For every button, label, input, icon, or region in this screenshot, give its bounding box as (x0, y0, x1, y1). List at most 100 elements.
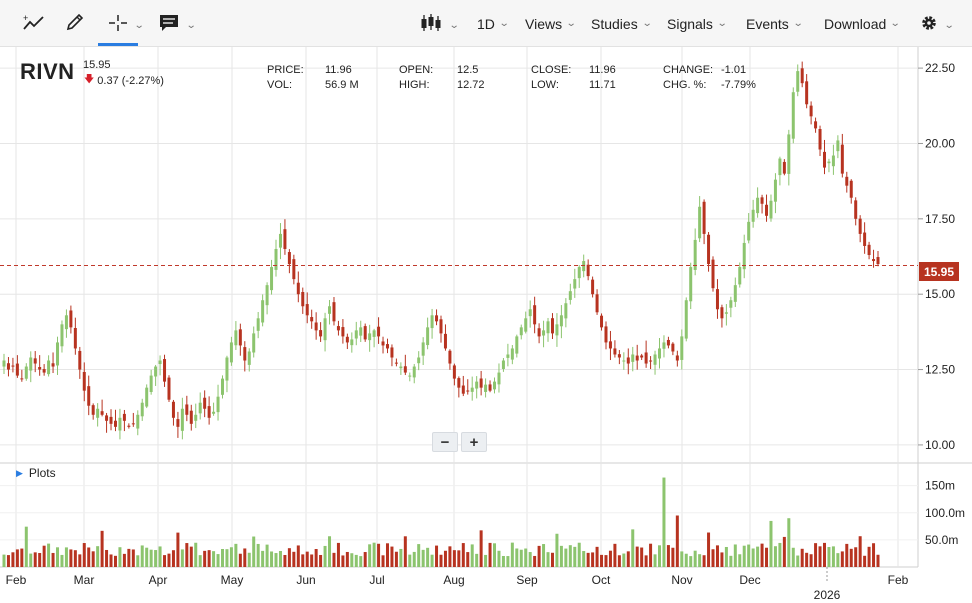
candle-body (29, 357, 33, 371)
candle-body (198, 402, 202, 414)
candle-body (684, 300, 688, 339)
volume-bar (238, 553, 242, 567)
candle-body (524, 318, 528, 332)
volume-bar (787, 518, 791, 567)
volume-bar (100, 530, 104, 567)
candle-body (586, 264, 590, 277)
candle-body (122, 413, 126, 421)
volume-bar (91, 551, 95, 567)
signals-menu-button[interactable]: Signals ⌄ (667, 0, 728, 47)
volume-bar (270, 551, 274, 567)
candle-body (773, 179, 777, 202)
volume-bar (604, 555, 608, 567)
crosshair-chevron-icon[interactable]: ⌄ (133, 20, 145, 31)
studies-menu-button[interactable]: Studies ⌄ (591, 0, 653, 47)
volume-bar (2, 554, 6, 567)
volume-bar (747, 544, 751, 567)
volume-bar (33, 552, 37, 567)
volume-bar (350, 553, 354, 567)
volume-bar (849, 548, 853, 567)
candle-body (412, 366, 416, 378)
volume-bar (836, 553, 840, 567)
candle-body (234, 330, 238, 346)
candle-body (443, 333, 447, 349)
volume-bar (778, 542, 782, 567)
candle-body (742, 242, 746, 270)
volume-bar (189, 546, 193, 567)
zoom-in-button[interactable]: + (461, 432, 487, 452)
x-tick-label: Nov (671, 573, 692, 587)
gear-icon[interactable] (917, 12, 943, 34)
candle-body (287, 252, 291, 265)
candle-body (256, 318, 260, 331)
candle-body (390, 347, 394, 358)
volume-bar (720, 552, 724, 567)
volume-bar (439, 554, 443, 567)
candlestick-icon[interactable] (418, 12, 444, 34)
settings-chevron-icon[interactable]: ⌄ (943, 20, 955, 31)
volume-bar (542, 544, 546, 567)
candle-body (15, 363, 19, 376)
comment-chevron-icon[interactable]: ⌄ (185, 20, 197, 31)
volume-bar (412, 551, 416, 567)
volume-bar (715, 545, 719, 567)
candle-body (493, 381, 497, 390)
volume-bar (658, 545, 661, 567)
candle-body (56, 342, 60, 366)
candle-body (635, 355, 639, 361)
zoom-out-button[interactable]: − (432, 432, 458, 452)
crosshair-icon[interactable] (105, 12, 131, 34)
views-menu-button[interactable]: Views ⌄ (525, 0, 577, 47)
candle-body (399, 366, 403, 369)
volume-bar (252, 536, 256, 567)
candle-body (863, 232, 867, 246)
candle-body (394, 362, 398, 364)
volume-bar (20, 548, 24, 567)
candle-body (96, 408, 100, 418)
volume-bar (631, 529, 635, 567)
candle-body (385, 344, 389, 349)
candle-body (319, 330, 323, 337)
candle-body (6, 363, 10, 370)
x-tick-label: Apr (149, 573, 168, 587)
candle-body (626, 357, 630, 364)
candle-body (229, 342, 233, 363)
pencil-icon[interactable] (62, 12, 88, 34)
candle-body (368, 333, 372, 341)
volume-bar (87, 547, 91, 567)
volume-bar (6, 555, 10, 567)
candle-body (381, 341, 385, 346)
studies-label: Studies (591, 15, 638, 32)
stat-label: OPEN: (399, 64, 434, 76)
candle-body (849, 180, 853, 198)
comment-icon[interactable] (157, 12, 183, 34)
stat-label: HIGH: (399, 79, 430, 91)
volume-bar (814, 543, 818, 567)
volume-bar (858, 536, 862, 567)
y-tick-label: 12.50 (925, 363, 955, 377)
plots-toggle[interactable]: ▶ Plots (16, 466, 56, 480)
events-menu-button[interactable]: Events ⌄ (746, 0, 803, 47)
candle-body (189, 410, 193, 424)
x-tick-label: Oct (592, 573, 611, 587)
stat-value: -1.01 (721, 64, 747, 76)
interval-menu-button[interactable]: 1D ⌄ (477, 0, 510, 47)
chevron-down-icon: ⌄ (641, 18, 653, 29)
volume-bar (613, 543, 617, 567)
download-menu-button[interactable]: Download ⌄ (824, 0, 901, 47)
candle-body (854, 200, 858, 219)
candle-body (417, 357, 421, 364)
candle-body (649, 360, 653, 362)
last-price: 15.95 (83, 59, 111, 71)
volume-bar (122, 553, 126, 567)
candle-body (64, 315, 68, 330)
draw-trend-icon[interactable]: + (21, 12, 47, 34)
stat-value: 11.96 (325, 64, 352, 76)
chart-type-chevron-icon[interactable]: ⌄ (448, 20, 460, 31)
volume-bar (372, 542, 376, 567)
candle-body (336, 326, 340, 331)
volume-bar (635, 546, 639, 567)
candle-body (876, 257, 880, 265)
candle-body (47, 360, 51, 375)
